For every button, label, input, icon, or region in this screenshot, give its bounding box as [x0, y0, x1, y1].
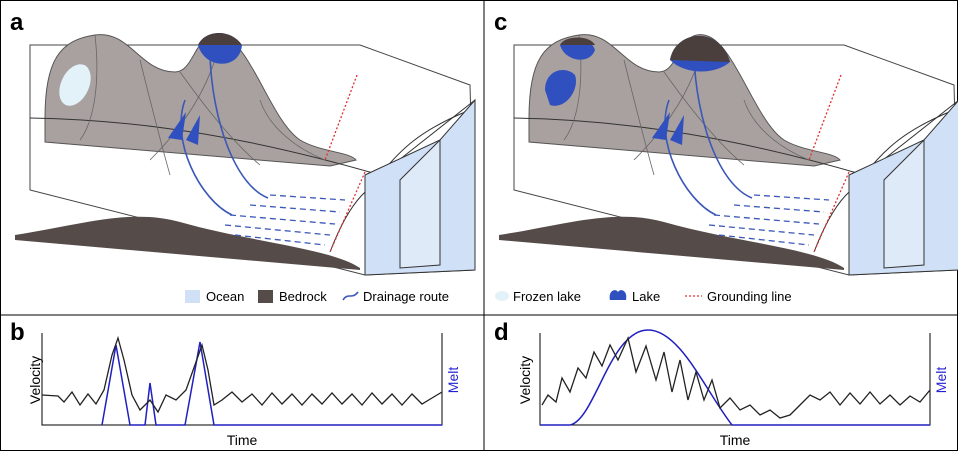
legend-swatch [342, 291, 359, 301]
legend-text: Drainage route [363, 289, 449, 304]
legend-swatch [258, 290, 273, 303]
legend-text: Bedrock [279, 289, 327, 304]
legend-swatch [185, 290, 200, 303]
panel-label: b [10, 319, 25, 346]
legend-swatch [609, 290, 627, 300]
melt-curve [101, 341, 442, 426]
panel-label: a [10, 9, 24, 36]
legend-swatch [495, 291, 509, 301]
frozen-lake [59, 64, 91, 106]
panel-label: d [494, 319, 509, 346]
y2-axis-label: Melt [445, 367, 461, 394]
x-axis-label: Time [720, 432, 751, 448]
axes [539, 333, 931, 426]
bedrock-peak [670, 35, 730, 62]
legend-text: Frozen lake [513, 289, 581, 304]
x-axis-label: Time [227, 432, 258, 448]
panel-c-diagram [498, 33, 958, 276]
legend-text: Lake [632, 289, 660, 304]
bedrock-peak [560, 37, 595, 45]
y2-axis-label: Melt [933, 367, 949, 394]
axes [41, 333, 443, 426]
legend-text: Ocean [206, 289, 244, 304]
y-axis-label: Velocity [517, 356, 533, 404]
legend-text: Grounding line [707, 289, 792, 304]
velocity-curve [41, 335, 443, 414]
panel-label: c [494, 9, 507, 36]
y-axis-label: Velocity [27, 356, 43, 404]
bedrock-peak [198, 32, 242, 45]
melt-curve [540, 329, 930, 426]
velocity-curve [541, 335, 931, 419]
lake [545, 70, 576, 106]
